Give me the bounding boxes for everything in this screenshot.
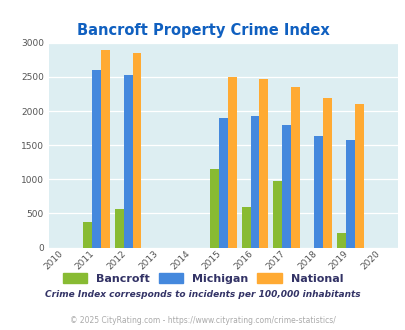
Bar <box>209 169 218 248</box>
Bar <box>354 104 363 248</box>
Bar <box>92 70 100 248</box>
Bar <box>132 53 141 247</box>
Bar <box>336 233 345 248</box>
Bar <box>241 207 250 248</box>
Bar <box>83 222 92 248</box>
Bar <box>100 50 109 248</box>
Text: Crime Index corresponds to incidents per 100,000 inhabitants: Crime Index corresponds to incidents per… <box>45 290 360 299</box>
Bar <box>227 77 236 248</box>
Text: Bancroft Property Crime Index: Bancroft Property Crime Index <box>77 23 328 38</box>
Bar <box>322 98 331 248</box>
Bar <box>273 181 281 248</box>
Bar <box>124 75 132 248</box>
Bar <box>259 79 268 248</box>
Bar <box>115 209 124 248</box>
Bar <box>250 116 259 248</box>
Bar <box>290 86 299 248</box>
Bar <box>281 125 290 248</box>
Bar <box>313 136 322 248</box>
Bar <box>218 118 227 248</box>
Bar <box>345 141 354 248</box>
Legend: Bancroft, Michigan, National: Bancroft, Michigan, National <box>60 270 345 287</box>
Text: © 2025 CityRating.com - https://www.cityrating.com/crime-statistics/: © 2025 CityRating.com - https://www.city… <box>70 316 335 325</box>
